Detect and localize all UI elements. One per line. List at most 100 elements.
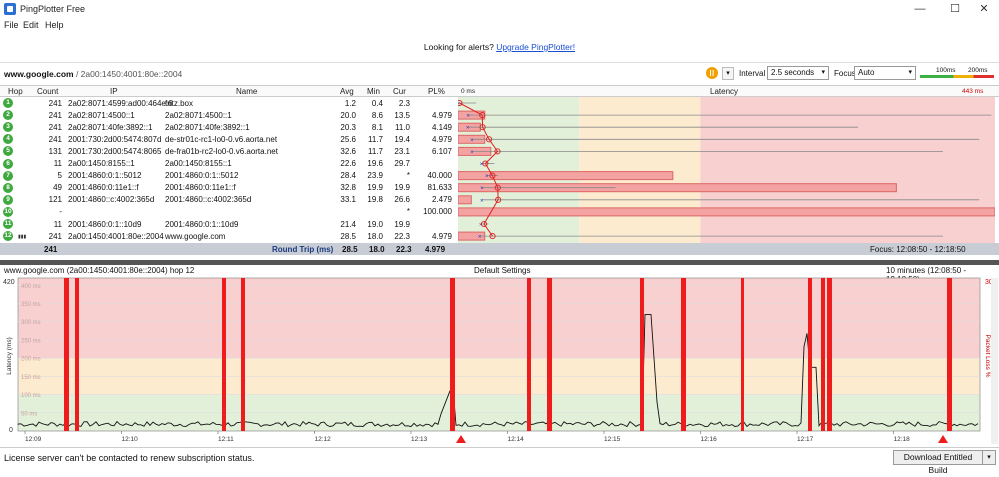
cell-cur: * [406, 171, 410, 181]
rt-avg: 28.5 [342, 244, 358, 254]
graph-icon[interactable]: ▮▮▮ [18, 234, 27, 241]
app-icon [4, 3, 16, 15]
time-label: 12:09 [25, 436, 42, 443]
upgrade-link[interactable]: Upgrade PingPlotter! [496, 42, 576, 52]
table-row[interactable]: 1 241 2a02:8071:4599:ad00:464e:6 fritz.box 1… [0, 97, 458, 109]
cell-ip: 2001:4860:0:11e1::f [68, 183, 139, 193]
header-ip[interactable]: IP [110, 87, 118, 96]
hop-badge: 12 [3, 231, 13, 242]
y-min-label: 0 [9, 427, 13, 434]
timeline-settings[interactable]: Default Settings [474, 266, 531, 275]
target-host: www.google.com [4, 69, 74, 79]
hop-badge: 9 [3, 194, 13, 205]
timeline-graph[interactable]: 400 ms 350 ms 300 ms 250 ms 200 ms 150 ms 100 … [0, 276, 999, 444]
header-count[interactable]: Count [37, 87, 59, 96]
table-row[interactable]: 11 11 2001:4860:0:1::10d9 2001:4860:0:1::10… [0, 218, 458, 230]
chevron-down-icon[interactable]: ▾ [722, 67, 734, 80]
table-row[interactable]: 8 49 2001:4860:0:11e1::f 2001:4860:0:11e1::… [0, 182, 458, 194]
table-row[interactable]: 2 241 2a02:8071:4500::1 2a02:8071:4500::1 20… [0, 109, 458, 121]
y-tick-label: 100 ms [21, 393, 41, 399]
cell-count: 241 [48, 110, 62, 120]
table-row[interactable]: 3 241 2a02:8071:40fe:3892::1 2a02:8071:40fe… [0, 121, 458, 133]
hop-badge: 7 [3, 170, 13, 181]
y-axis-label: Latency (ms) [6, 337, 13, 375]
min-marker: × [466, 114, 470, 120]
table-row[interactable]: 9 121 2001:4860::c:4002:365d 2001:4860::c:4… [0, 194, 458, 206]
table-row[interactable]: 12 241 2a00:1450:4001:80e::2004 www.google.… [0, 230, 458, 242]
cell-avg: 32.8 [340, 183, 356, 193]
table-row[interactable]: 6 11 2a00:1450:8155::1 2a00:1450:8155::1 22.… [0, 158, 458, 170]
min-marker: × [478, 235, 482, 241]
avg-point [480, 220, 487, 228]
title-bar: PingPlotter Free — ☐ ✕ [0, 0, 999, 18]
cell-ip: 2001:4860:0:1::10d9 [68, 219, 142, 229]
time-label: 12:12 [315, 436, 332, 443]
avg-latency-line [459, 102, 499, 237]
cell-pl: 6.107 [431, 146, 452, 156]
y-tick-label: 200 ms [21, 357, 41, 363]
table-row[interactable]: 7 5 2001:4860:0:1::5012 2001:4860:0:1::5012… [0, 170, 458, 182]
zone-bad [18, 278, 980, 359]
target-display: www.google.com / 2a00:1450:4001:80e::200… [4, 69, 182, 79]
min-marker: × [470, 138, 474, 144]
focus-select[interactable]: Auto ▾ [854, 66, 916, 80]
scale-200-label: 200ms [968, 67, 988, 74]
menu-help[interactable]: Help [45, 20, 64, 30]
header-latency[interactable]: Latency [710, 87, 739, 96]
cell-count: 241 [48, 231, 62, 241]
cell-avg: 20.3 [340, 122, 356, 132]
time-label: 12:16 [701, 436, 718, 443]
y-tick-label: 50 ms [21, 411, 37, 417]
pane-splitter[interactable] [0, 260, 999, 265]
table-row[interactable]: 4 241 2001:730:2d00:5474:807d de-str01c-rc1… [0, 133, 458, 145]
interval-select[interactable]: 2.5 seconds ▾ [767, 66, 829, 80]
cell-avg: 20.0 [340, 110, 356, 120]
minimize-button[interactable]: — [914, 3, 926, 15]
header-hop[interactable]: Hop [8, 87, 23, 96]
cell-pl: 81.633 [427, 183, 452, 193]
avg-point [489, 172, 496, 179]
menu-edit[interactable]: Edit [23, 20, 39, 30]
chevron-down-icon: ▾ [908, 69, 912, 76]
cell-avg: 22.6 [340, 159, 356, 168]
header-min[interactable]: Min [367, 87, 380, 96]
cell-ip: 2a00:1450:8155::1 [68, 159, 135, 168]
min-marker: × [480, 162, 484, 168]
chevron-down-icon[interactable]: ▾ [983, 450, 996, 465]
grid-header: Hop Count IP Name Avg Min Cur PL% 0 ms L… [0, 85, 999, 97]
menu-file[interactable]: File [4, 20, 19, 30]
table-row[interactable]: 10 - * 100.000 [0, 206, 458, 218]
header-name[interactable]: Name [236, 87, 258, 96]
download-build-button[interactable]: Download Entitled Build [893, 450, 983, 475]
cell-cur: 19.4 [394, 134, 410, 144]
cell-avg: 32.6 [340, 146, 356, 156]
cell-count: 131 [48, 146, 62, 156]
header-cur[interactable]: Cur [393, 87, 406, 96]
rt-pl: 4.979 [425, 244, 446, 254]
rt-cur: 22.3 [396, 244, 412, 254]
close-button[interactable]: ✕ [979, 3, 989, 15]
avg-point [482, 160, 489, 167]
hop-badge: 4 [3, 134, 13, 145]
min-marker: × [466, 126, 470, 132]
y-tick-label: 300 ms [21, 320, 41, 326]
round-trip-row: 241 Round Trip (ms) 28.5 18.0 22.3 4.979… [0, 243, 999, 255]
cell-ip: 2001:4860::c:4002:365d [68, 195, 155, 205]
cell-pl: 4.979 [431, 231, 452, 241]
cell-ip: 2001:730:2d00:5474:807d [68, 134, 162, 144]
pause-icon[interactable] [706, 67, 718, 79]
cell-pl: 4.979 [431, 134, 452, 144]
cell-cur: 13.5 [394, 110, 410, 120]
rt-min: 18.0 [369, 244, 385, 254]
cell-count: 241 [48, 98, 62, 108]
header-avg[interactable]: Avg [340, 87, 354, 96]
table-row[interactable]: 5 131 2001:730:2d00:5474:8065 de-fra01b-rc2… [0, 145, 458, 157]
alert-text: Looking for alerts? [423, 42, 497, 52]
time-label: 12:11 [218, 436, 234, 443]
avg-point [479, 124, 486, 131]
cell-cur: * [406, 207, 410, 217]
y-max-label: 420 [3, 279, 15, 286]
maximize-button[interactable]: ☐ [950, 3, 960, 15]
cell-count: 241 [48, 134, 62, 144]
header-pl[interactable]: PL% [428, 87, 445, 96]
